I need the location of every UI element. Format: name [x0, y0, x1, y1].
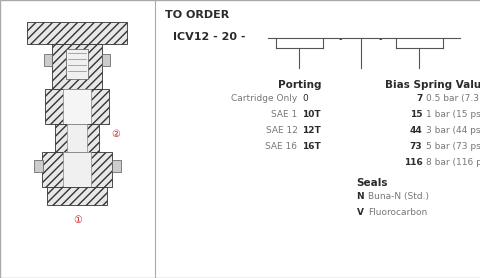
- Text: TO ORDER: TO ORDER: [165, 10, 228, 20]
- Bar: [67, 124, 87, 152]
- Text: 15: 15: [409, 110, 421, 119]
- Bar: [44, 54, 52, 66]
- Bar: [42, 152, 112, 187]
- Text: ①: ①: [73, 215, 82, 225]
- Text: 44: 44: [409, 126, 421, 135]
- Text: 0: 0: [302, 94, 308, 103]
- Bar: [45, 89, 109, 124]
- Text: -: -: [377, 34, 381, 44]
- Text: Cartridge Only: Cartridge Only: [231, 94, 297, 103]
- Text: Bias Spring Value*: Bias Spring Value*: [384, 80, 480, 90]
- Text: -: -: [337, 34, 341, 44]
- Text: N: N: [356, 192, 363, 201]
- Text: 3 bar (44 psi): 3 bar (44 psi): [425, 126, 480, 135]
- Bar: [66, 49, 88, 79]
- Text: 116: 116: [403, 158, 421, 167]
- Text: V: V: [356, 208, 363, 217]
- Text: SAE 16: SAE 16: [265, 142, 297, 151]
- Bar: [52, 44, 102, 89]
- Bar: [112, 160, 121, 172]
- Bar: [102, 54, 110, 66]
- Text: 8 bar (116 psi): 8 bar (116 psi): [425, 158, 480, 167]
- Text: 5 bar (73 psi): 5 bar (73 psi): [425, 142, 480, 151]
- Bar: [35, 160, 43, 172]
- Text: ICV12 - 20 -: ICV12 - 20 -: [172, 32, 245, 42]
- Text: 7: 7: [415, 94, 421, 103]
- Text: Buna-N (Std.): Buna-N (Std.): [367, 192, 428, 201]
- Bar: [63, 152, 91, 187]
- Text: 12T: 12T: [302, 126, 321, 135]
- Bar: [55, 124, 99, 152]
- Text: Fluorocarbon: Fluorocarbon: [367, 208, 426, 217]
- Bar: [63, 89, 91, 124]
- Text: Porting: Porting: [277, 80, 321, 90]
- Text: 16T: 16T: [302, 142, 321, 151]
- Text: 73: 73: [409, 142, 421, 151]
- Text: 0.5 bar (7.3 psi): 0.5 bar (7.3 psi): [425, 94, 480, 103]
- Text: SAE 1: SAE 1: [271, 110, 297, 119]
- Text: 1 bar (15 psi): 1 bar (15 psi): [425, 110, 480, 119]
- Text: ②: ②: [111, 129, 120, 139]
- Text: Seals: Seals: [355, 178, 386, 188]
- Bar: [48, 187, 107, 205]
- Bar: [27, 22, 127, 44]
- Text: SAE 12: SAE 12: [265, 126, 297, 135]
- Text: 10T: 10T: [302, 110, 320, 119]
